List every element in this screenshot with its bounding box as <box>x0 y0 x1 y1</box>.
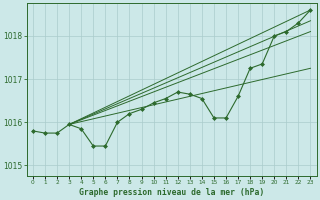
X-axis label: Graphe pression niveau de la mer (hPa): Graphe pression niveau de la mer (hPa) <box>79 188 264 197</box>
